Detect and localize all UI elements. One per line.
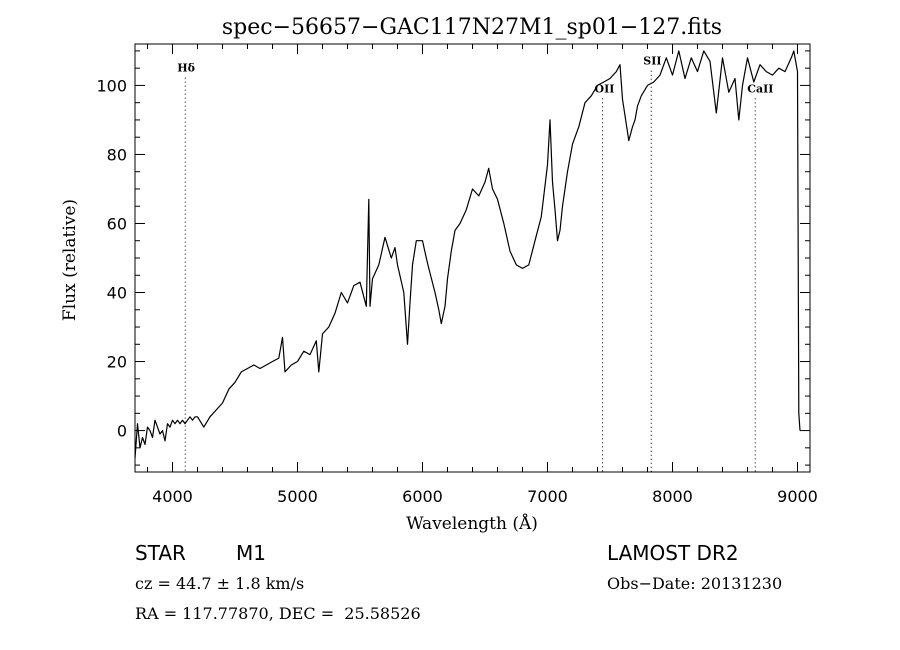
plot-area: 4000 5000 6000 7000 8000 9000 0 20 40 60 80 100 Hδ OI… <box>96 43 818 506</box>
spectral-line-label: OII <box>595 82 615 95</box>
x-tick-label: 4000 <box>152 487 193 506</box>
spectral-line-label: SII <box>643 55 661 68</box>
x-tick-label: 7000 <box>527 487 568 506</box>
y-tick-label: 40 <box>107 284 127 303</box>
y-axis-label: Flux (relative) <box>60 199 80 321</box>
plot-frame <box>134 43 811 473</box>
object-class: STAR <box>135 541 186 565</box>
spectral-line-label: Hδ <box>177 62 195 75</box>
object-subclass: M1 <box>236 541 266 565</box>
x-axis-label: Wavelength (Å) <box>406 513 538 534</box>
y-tick-label: 20 <box>107 353 127 372</box>
y-tick-label: 60 <box>107 214 127 233</box>
x-tick-label: 9000 <box>777 487 818 506</box>
spectrum-series-line <box>134 50 801 459</box>
spectral-line-label: CaII <box>747 82 773 95</box>
coordinates: RA = 117.77870, DEC = 25.58526 <box>135 604 421 623</box>
survey-name: LAMOST DR2 <box>607 541 739 565</box>
chart-title: spec−56657−GAC117N27M1_sp01−127.fits <box>222 15 722 40</box>
x-tick-label: 5000 <box>277 487 318 506</box>
y-tick-label: 0 <box>117 422 127 441</box>
observation-date: Obs−Date: 20131230 <box>607 574 783 593</box>
x-tick-label: 8000 <box>652 487 693 506</box>
y-tick-label: 100 <box>96 76 127 95</box>
x-tick-label: 6000 <box>402 487 443 506</box>
redshift-velocity: cz = 44.7 ± 1.8 km/s <box>135 574 305 593</box>
y-tick-label: 80 <box>107 145 127 164</box>
